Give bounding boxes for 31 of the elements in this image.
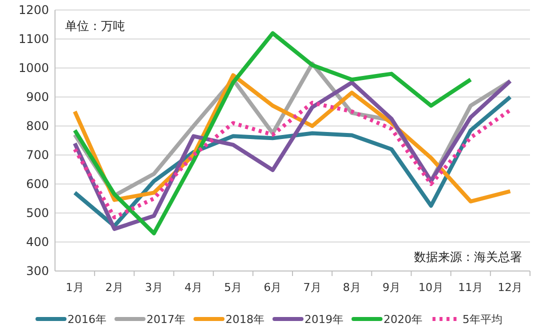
annotation: 单位：万吨 bbox=[65, 19, 125, 33]
x-tick-label: 6月 bbox=[264, 281, 282, 294]
y-tick-label: 1000 bbox=[18, 61, 49, 75]
x-tick-label: 7月 bbox=[303, 281, 322, 294]
line-series bbox=[72, 31, 473, 236]
y-tick-label: 500 bbox=[26, 206, 49, 220]
y-tick-label: 700 bbox=[26, 148, 49, 162]
x-tick-label: 3月 bbox=[144, 281, 163, 294]
x-tick-label: 5月 bbox=[224, 281, 242, 294]
y-tick-label: 800 bbox=[26, 119, 49, 133]
x-tick-label: 11月 bbox=[458, 281, 484, 294]
y-tick-label: 1100 bbox=[18, 32, 49, 46]
y-tick-label: 600 bbox=[26, 177, 49, 191]
x-tick-label: 1月 bbox=[66, 281, 84, 294]
x-tick-label: 2月 bbox=[105, 281, 124, 294]
legend-label: 5年平均 bbox=[462, 313, 502, 326]
x-tick-label: 9月 bbox=[382, 281, 400, 294]
x-tick-label: 10月 bbox=[418, 281, 444, 294]
x-tick-label: 12月 bbox=[498, 281, 523, 294]
x-tick-label: 4月 bbox=[184, 281, 203, 294]
y-tick-label: 1200 bbox=[18, 3, 49, 17]
x-tick-label: 8月 bbox=[342, 281, 361, 294]
legend-label: 2020年 bbox=[384, 313, 422, 326]
legend-label: 2018年 bbox=[226, 313, 264, 326]
legend-label: 2017年 bbox=[146, 313, 186, 326]
y-tick-label: 900 bbox=[26, 90, 49, 104]
annotation: 数据来源：海关总署 bbox=[414, 250, 522, 264]
legend-label: 2019年 bbox=[304, 313, 344, 326]
y-tick-label: 300 bbox=[26, 264, 49, 278]
legend-label: 2016年 bbox=[68, 313, 106, 326]
y-tick-label: 400 bbox=[26, 235, 49, 249]
